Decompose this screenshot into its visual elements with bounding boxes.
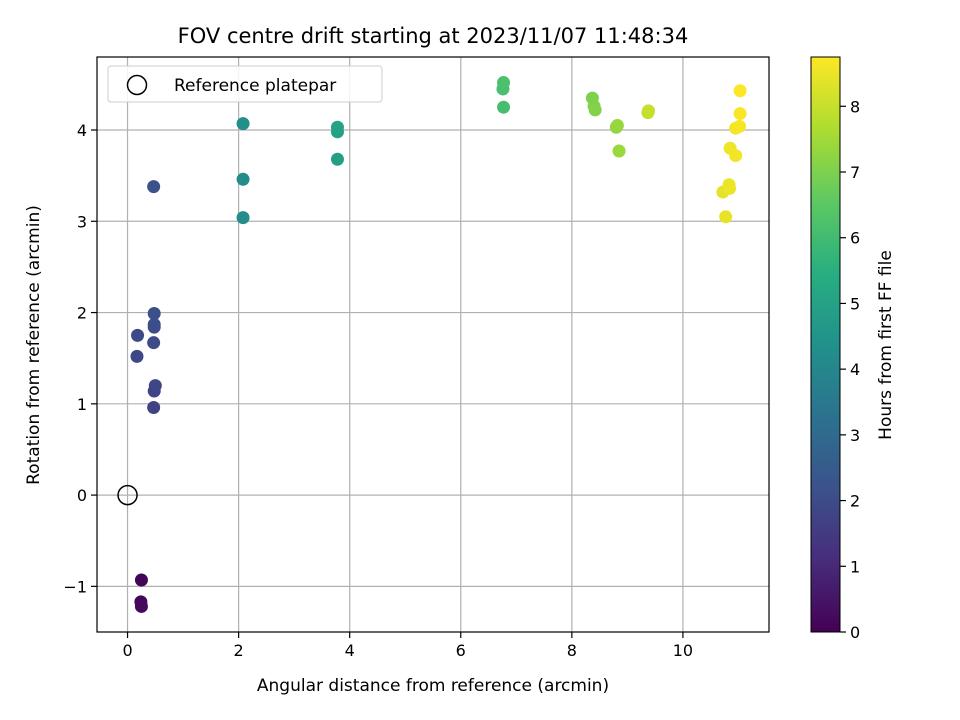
colorbar-tick-label: 4: [850, 360, 860, 379]
colorbar: 0 1 2 3 4 5 6 7 8 Hours from first FF file: [810, 56, 896, 642]
colorbar-tick-label: 3: [850, 426, 860, 445]
legend-reference-marker: [126, 74, 148, 96]
data-point: [641, 104, 655, 118]
colorbar-ticks: 0 1 2 3 4 5 6 7 8: [840, 97, 860, 642]
legend-box: [107, 65, 383, 103]
x-axis-ticks: 0 2 4 6 8 10: [122, 632, 693, 660]
data-point: [610, 118, 624, 132]
data-point: [497, 100, 511, 114]
colorbar-tick-label: 6: [850, 229, 860, 248]
y-tick-label: −1: [63, 577, 87, 596]
data-point: [497, 76, 511, 90]
colorbar-tick-label: 7: [850, 163, 860, 182]
data-point: [147, 336, 161, 350]
x-axis-label: Angular distance from reference (arcmin): [257, 676, 609, 696]
y-tick-label: 1: [77, 395, 87, 414]
data-point: [147, 400, 161, 414]
y-tick-label: 2: [77, 304, 87, 323]
x-tick-label: 2: [234, 641, 244, 660]
y-axis-ticks: −1 0 1 2 3 4: [63, 121, 97, 596]
colorbar-tick-label: 8: [850, 97, 860, 116]
data-point: [330, 152, 344, 166]
data-point: [147, 306, 161, 320]
data-point: [733, 84, 747, 98]
reference-platepar-marker: [117, 484, 138, 506]
y-tick-label: 0: [77, 486, 87, 505]
colorbar-label: Hours from first FF file: [876, 250, 896, 440]
colorbar-gradient: [810, 56, 841, 633]
data-point: [147, 317, 161, 331]
x-tick-label: 8: [567, 641, 577, 660]
data-point: [588, 103, 602, 117]
y-tick-label: 3: [77, 212, 87, 231]
x-tick-label: 0: [122, 641, 132, 660]
data-point: [729, 149, 743, 163]
data-point: [134, 573, 148, 587]
x-tick-label: 6: [456, 641, 466, 660]
colorbar-tick-label: 2: [850, 492, 860, 511]
data-point: [733, 119, 747, 133]
data-point: [236, 211, 250, 225]
x-tick-label: 10: [673, 641, 693, 660]
data-point: [131, 328, 145, 342]
data-point: [330, 120, 344, 134]
plot-frame: [96, 56, 770, 633]
colorbar-tick-label: 5: [850, 294, 860, 313]
data-point: [733, 107, 747, 121]
x-tick-label: 4: [345, 641, 355, 660]
data-point: [148, 379, 162, 393]
data-point: [147, 180, 161, 194]
legend-label-reference: Reference platepar: [174, 76, 336, 96]
data-points: [130, 76, 747, 613]
data-point: [719, 210, 733, 224]
legend: Reference platepar: [107, 65, 383, 103]
data-point: [723, 181, 737, 195]
data-point: [130, 349, 144, 363]
data-point: [612, 144, 626, 158]
data-point: [236, 117, 250, 131]
grid: [97, 57, 769, 632]
y-tick-label: 4: [77, 121, 87, 140]
colorbar-tick-label: 1: [850, 557, 860, 576]
data-point: [134, 599, 148, 613]
y-axis-label: Rotation from reference (arcmin): [24, 205, 44, 485]
reference-marker-layer: [117, 484, 138, 506]
chart-title: FOV centre drift starting at 2023/11/07 …: [178, 24, 689, 48]
colorbar-tick-label: 0: [850, 623, 860, 642]
data-point: [236, 172, 250, 186]
